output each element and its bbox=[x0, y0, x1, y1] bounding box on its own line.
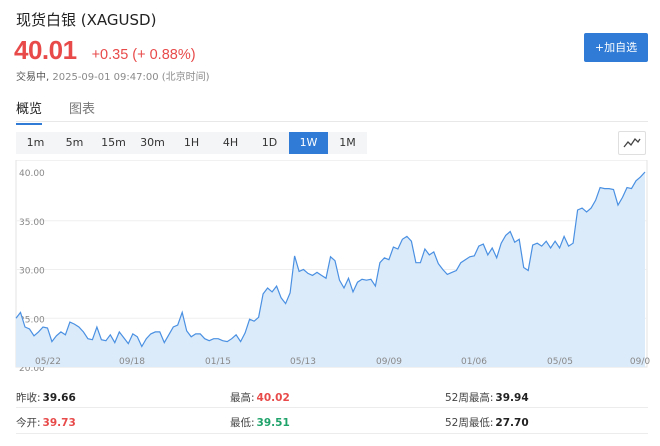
low52-value: 27.70 bbox=[495, 417, 529, 429]
high52-value: 39.94 bbox=[495, 392, 529, 404]
high-value: 40.02 bbox=[256, 392, 290, 404]
add-watchlist-button[interactable]: +加自选 bbox=[584, 33, 648, 62]
tab-overview[interactable]: 概览 bbox=[16, 98, 43, 125]
low52-label: 52周最低: bbox=[445, 417, 494, 429]
period-30m[interactable]: 30m bbox=[140, 136, 165, 149]
stats-divider-bottom bbox=[16, 433, 648, 434]
period-selector: 1m 5m 15m 30m 1H 4H 1D 1W 1M bbox=[16, 132, 367, 154]
y-tick-label: 40.00 bbox=[19, 169, 45, 179]
main-tabs: 概览 图表 bbox=[16, 98, 122, 125]
quote-time: 2025-09-01 09:47:00 (北京时间) bbox=[52, 72, 210, 83]
price-line bbox=[15, 171, 646, 348]
high-label: 最高: bbox=[230, 392, 255, 404]
x-tick-label: 05/22 bbox=[35, 357, 61, 367]
tab-divider bbox=[16, 121, 648, 122]
line-chart-icon bbox=[623, 137, 641, 148]
chart-type-button[interactable] bbox=[618, 131, 646, 155]
x-tick-label: 01/15 bbox=[205, 357, 231, 367]
y-tick-label: 25.00 bbox=[19, 315, 45, 325]
instrument-title: 现货白银 (XAGUSD) bbox=[16, 11, 157, 29]
low-value: 39.51 bbox=[256, 417, 290, 429]
prev-close-label: 昨收: bbox=[16, 392, 41, 404]
open-value: 39.73 bbox=[42, 417, 76, 429]
period-4h[interactable]: 4H bbox=[222, 136, 239, 149]
trading-status: 交易中, 2025-09-01 09:47:00 (北京时间) bbox=[16, 68, 210, 83]
status-text: 交易中, bbox=[16, 72, 50, 83]
x-tick-label: 01/06 bbox=[461, 357, 487, 367]
x-tick-label: 09/0 bbox=[630, 357, 650, 367]
stat-prev-close: 昨收: 39.66 bbox=[16, 390, 76, 405]
y-tick-label: 20.00 bbox=[19, 364, 45, 374]
period-5m[interactable]: 5m bbox=[65, 136, 84, 149]
tab-chart[interactable]: 图表 bbox=[69, 102, 96, 117]
period-15m[interactable]: 15m bbox=[101, 136, 126, 149]
y-tick-label: 35.00 bbox=[19, 218, 45, 228]
stats-divider bbox=[16, 407, 648, 408]
stat-high: 最高: 40.02 bbox=[230, 390, 290, 405]
period-1mo[interactable]: 1M bbox=[339, 136, 356, 149]
low-label: 最低: bbox=[230, 417, 255, 429]
price-area bbox=[16, 172, 645, 367]
open-label: 今开: bbox=[16, 417, 41, 429]
y-tick-label: 30.00 bbox=[19, 267, 45, 277]
period-1d[interactable]: 1D bbox=[261, 136, 278, 149]
current-price: 40.01 bbox=[14, 35, 77, 65]
stat-52w-high: 52周最高: 39.94 bbox=[445, 390, 529, 405]
high52-label: 52周最高: bbox=[445, 392, 494, 404]
x-tick-label: 05/13 bbox=[290, 357, 316, 367]
x-tick-label: 09/18 bbox=[119, 357, 145, 367]
period-1w[interactable]: 1W bbox=[289, 132, 328, 154]
price-row: 40.01 +0.35 (+ 0.88%) bbox=[14, 35, 196, 66]
prev-close-value: 39.66 bbox=[42, 392, 76, 404]
price-change: +0.35 (+ 0.88%) bbox=[91, 47, 196, 63]
x-tick-label: 09/09 bbox=[376, 357, 402, 367]
period-1h[interactable]: 1H bbox=[183, 136, 200, 149]
period-1m[interactable]: 1m bbox=[26, 136, 45, 149]
stat-52w-low: 52周最低: 27.70 bbox=[445, 415, 529, 430]
x-tick-label: 05/05 bbox=[547, 357, 573, 367]
stat-open: 今开: 39.73 bbox=[16, 415, 76, 430]
stat-low: 最低: 39.51 bbox=[230, 415, 290, 430]
